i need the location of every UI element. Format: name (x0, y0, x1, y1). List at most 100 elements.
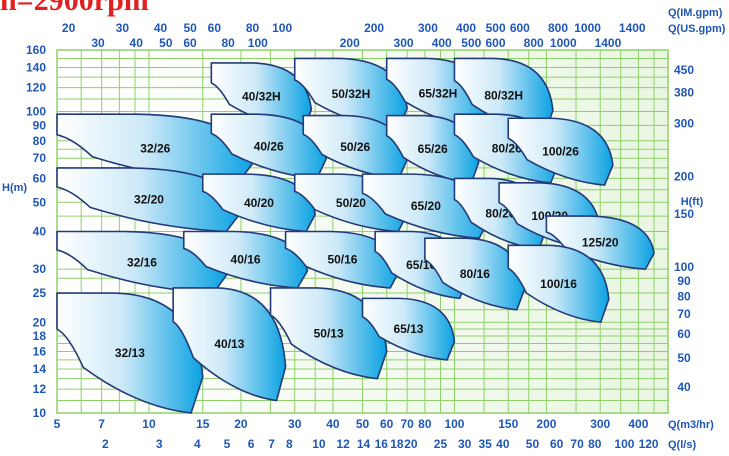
x4-axis-title: Q(US.gpm) (668, 23, 726, 35)
pump-model-label: 32/20 (134, 193, 164, 207)
x2-tick-label: 4 (194, 437, 201, 451)
pump-model-label: 50/13 (314, 326, 344, 340)
pump-model-label: 80/32H (484, 89, 523, 103)
x3-tick-label: 500 (486, 21, 506, 35)
x4-tick-label: 200 (340, 36, 360, 50)
x4-tick-label: 600 (485, 36, 505, 50)
x-tick-label: 7 (98, 417, 105, 431)
x-tick-label: 200 (536, 417, 556, 431)
pump-model-label: 40/13 (214, 337, 244, 351)
pump-model-label: 80/16 (460, 267, 490, 281)
x2-tick-label: 80 (588, 437, 602, 451)
x4-tick-label: 100 (248, 36, 268, 50)
x3-tick-label: 400 (456, 21, 476, 35)
pump-model-label: 50/26 (340, 140, 370, 154)
y2-tick-label: 80 (677, 289, 691, 303)
pump-model-label: 100/16 (540, 277, 577, 291)
x3-tick-label: 300 (418, 21, 438, 35)
pump-region-100-26 (507, 117, 614, 186)
x3-tick-label: 800 (548, 21, 568, 35)
y2-tick-label: 380 (674, 85, 694, 99)
y-tick-label: 20 (33, 315, 47, 329)
pump-model-label: 32/13 (115, 346, 145, 360)
pump-region-32-13 (56, 292, 204, 414)
y-tick-label: 120 (26, 81, 46, 95)
y2-tick-label: 70 (677, 307, 691, 321)
x2-tick-label: 70 (570, 437, 584, 451)
x4-tick-label: 40 (130, 36, 144, 50)
pump-region-32-20 (56, 167, 242, 233)
pump-region-40-20 (201, 173, 316, 233)
x4-tick-label: 60 (183, 36, 197, 50)
x4-tick-label: 80 (222, 36, 236, 50)
y2-tick-label: 150 (674, 207, 694, 221)
x-tick-label: 80 (418, 417, 432, 431)
y-tick-label: 18 (33, 329, 47, 343)
y-tick-label: 10 (33, 406, 47, 420)
x2-tick-label: 5 (224, 437, 231, 451)
pump-region-100-16 (507, 244, 610, 324)
y-tick-label: 160 (26, 43, 46, 57)
x3-axis-title: Q(IM.gpm) (668, 7, 723, 19)
pump-model-label: 50/16 (327, 253, 357, 267)
chart-title: n=2900rpm (0, 0, 149, 17)
pump-region-50-16 (284, 230, 401, 289)
pump-region-40-26 (210, 113, 327, 180)
pump-model-label: 65/26 (418, 142, 448, 156)
pump-model-label: 65/20 (411, 199, 441, 213)
x3-tick-label: 60 (208, 21, 222, 35)
x2-tick-label: 3 (156, 437, 163, 451)
x2-tick-label: 18 (390, 437, 404, 451)
x-tick-label: 10 (142, 417, 156, 431)
pump-model-label: 50/20 (336, 196, 366, 210)
x4-tick-label: 30 (91, 36, 105, 50)
pump-model-label: 40/16 (231, 253, 261, 267)
x3-tick-label: 1400 (619, 21, 646, 35)
x2-tick-label: 100 (614, 437, 634, 451)
pump-model-label: 40/20 (244, 196, 274, 210)
x-tick-label: 70 (400, 417, 414, 431)
y-tick-label: 140 (26, 60, 46, 74)
pump-model-label: 32/26 (140, 142, 170, 156)
pump-region-125-20 (545, 215, 655, 270)
x2-tick-label: 30 (458, 437, 472, 451)
y2-tick-label: 300 (674, 116, 694, 130)
x2-tick-label: 2 (102, 437, 109, 451)
x3-tick-label: 100 (272, 21, 292, 35)
x4-tick-label: 1000 (550, 36, 577, 50)
x2-tick-label: 10 (312, 437, 326, 451)
x2-tick-label: 25 (434, 437, 448, 451)
x3-tick-label: 1000 (574, 21, 601, 35)
x-tick-label: 5 (54, 417, 61, 431)
x-axis-title: Q(m3/hr) (668, 419, 714, 431)
x-tick-label: 15 (196, 417, 210, 431)
x2-tick-label: 14 (357, 437, 371, 451)
y2-tick-label: 90 (677, 274, 691, 288)
y-tick-label: 40 (33, 225, 47, 239)
pump-region-80-16 (424, 237, 526, 311)
pump-model-label: 80/26 (492, 142, 522, 156)
x4-tick-label: 300 (394, 36, 414, 50)
x2-axis-title: Q(l/s) (668, 439, 696, 451)
pump-region-65-13 (361, 297, 456, 361)
pump-regions: 40/32H 50/32H 65/32H 80/32H 32/26 40/26 50/26 6… (56, 57, 655, 414)
x2-tick-label: 16 (375, 437, 389, 451)
x-tick-label: 300 (590, 417, 610, 431)
pump-model-label: 125/20 (582, 236, 619, 250)
pump-model-label: 32/16 (127, 255, 157, 269)
y-tick-label: 90 (33, 118, 47, 132)
x4-tick-label: 400 (432, 36, 452, 50)
axis-labels: 1012141618202530405060708090100120140160… (2, 7, 726, 451)
x3-tick-label: 20 (62, 21, 76, 35)
y-axis-title: H(m) (2, 182, 27, 194)
pump-model-label: 100/26 (542, 145, 579, 159)
y2-tick-label: 200 (674, 169, 694, 183)
pump-region-40-13 (172, 287, 287, 402)
x3-tick-label: 200 (364, 21, 384, 35)
x3-tick-label: 40 (154, 21, 168, 35)
y2-tick-label: 50 (677, 351, 691, 365)
x3-tick-label: 50 (183, 21, 197, 35)
y-tick-label: 25 (33, 286, 47, 300)
x-tick-label: 30 (288, 417, 302, 431)
x2-tick-label: 8 (286, 437, 293, 451)
